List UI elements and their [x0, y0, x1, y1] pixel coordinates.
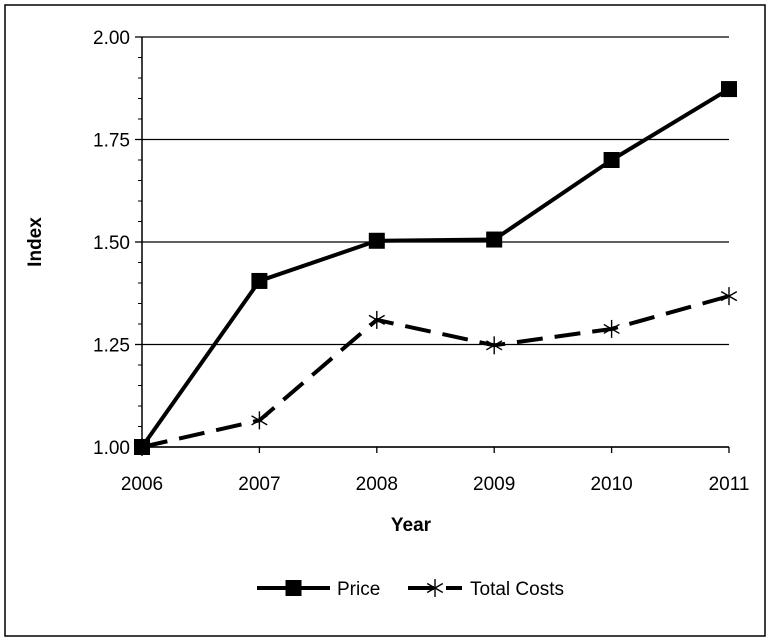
asterisk-marker [486, 336, 503, 355]
series-line-price [140, 87, 731, 449]
x-tick-label: 2011 [709, 474, 750, 495]
asterisk-marker [368, 310, 385, 329]
square-marker [603, 152, 620, 168]
series-price [134, 81, 737, 455]
series-group [133, 81, 738, 456]
asterisk-stroke [720, 291, 738, 302]
axes [135, 36, 730, 453]
y-axis-label: Index [25, 217, 46, 267]
asterisk-stroke [368, 314, 385, 326]
asterisk-marker [251, 411, 268, 430]
asterisk-stroke [486, 340, 503, 351]
y-tick-label: 1.75 [93, 131, 130, 152]
square-marker [721, 81, 737, 98]
series-line-total-costs [141, 294, 730, 449]
square-marker [285, 580, 302, 596]
x-axis-label: Year [391, 515, 432, 536]
asterisk-stroke [251, 415, 268, 426]
y-tick-label: 1.25 [93, 336, 130, 357]
y-tick-label: 1.00 [93, 438, 130, 459]
x-tick-label: 2007 [238, 474, 280, 495]
x-tick-label: 2008 [356, 474, 398, 495]
x-tick-label: 2009 [473, 474, 515, 495]
asterisk-marker [720, 287, 738, 306]
x-tick-labels: 2006 2007 2008 2009 2010 2011 [121, 474, 750, 495]
y-tick-labels: 1.00 1.25 1.50 1.75 2.00 [93, 28, 130, 459]
legend-label-total-costs: Total Costs [470, 579, 564, 600]
y-tick-label: 1.50 [93, 233, 130, 254]
x-tick-label: 2010 [590, 474, 632, 495]
asterisk-stroke [426, 582, 444, 594]
x-tick-label: 2006 [121, 474, 163, 495]
y-tick-label: 2.00 [93, 28, 130, 49]
legend-item-total-costs: Total Costs [408, 579, 564, 600]
asterisk-marker [603, 319, 620, 338]
square-marker [251, 272, 268, 289]
asterisk-marker [426, 579, 444, 597]
square-marker [486, 231, 503, 248]
legend-label-price: Price [337, 579, 380, 600]
legend: Price Total Costs [257, 579, 564, 600]
square-marker [134, 439, 150, 455]
asterisk-stroke [603, 323, 620, 335]
square-marker [368, 232, 385, 249]
legend-item-price: Price [257, 579, 380, 600]
